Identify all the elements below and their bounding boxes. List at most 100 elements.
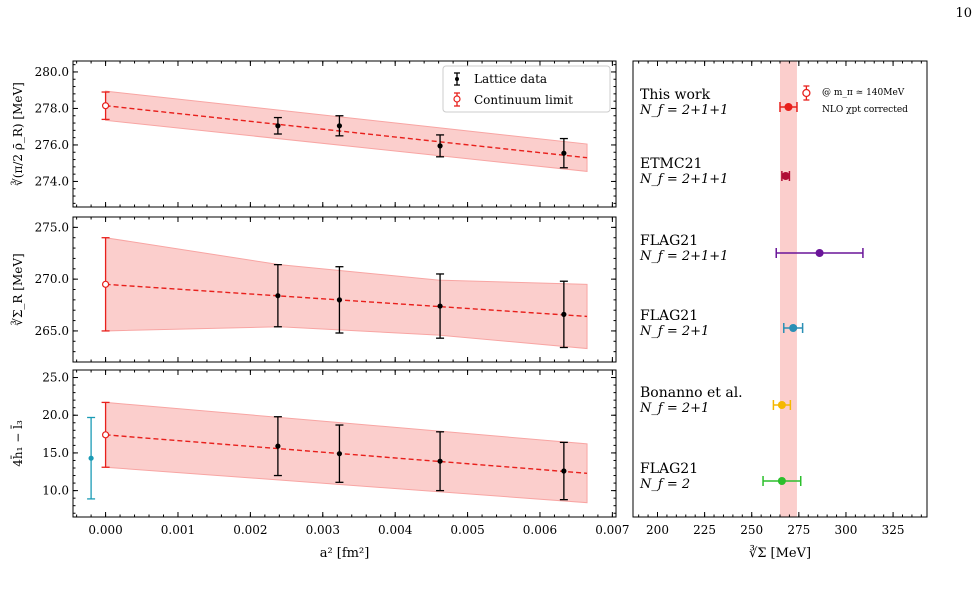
data-point <box>784 103 793 111</box>
lattice-point <box>436 431 445 492</box>
entry-nf: N_f = 2+1 <box>639 324 709 339</box>
data-point <box>101 102 110 110</box>
y-tick-label: 265.0 <box>35 324 69 338</box>
data-point <box>437 458 443 464</box>
data-point <box>789 324 798 332</box>
left-panels: 280.0 278.0 276.0 274.0 ∛(π/2 ρ̄_R) [MeV] Lat… <box>9 60 630 561</box>
data-point <box>561 150 567 156</box>
lattice-point <box>335 266 344 334</box>
lattice-point <box>559 137 568 169</box>
x-tick-label: 0.006 <box>523 523 557 537</box>
data-point <box>815 249 824 257</box>
entry-row: Bonanno et al.N_f = 2+1 <box>639 385 792 416</box>
data-point <box>437 143 443 149</box>
x-axis-label: ∛Σ [MeV] <box>749 545 811 561</box>
entry-nf: N_f = 2+1 <box>639 401 709 416</box>
lattice-point <box>273 116 282 135</box>
x-tick-label: 200 <box>646 523 669 537</box>
y-tick-label: 278.0 <box>35 101 69 115</box>
result-band <box>780 61 797 517</box>
lattice-point <box>273 263 282 328</box>
data-point <box>275 443 281 449</box>
x-tick-label: 0.001 <box>161 523 195 537</box>
entry-nf: N_f = 2+1+1 <box>639 103 728 118</box>
continuum-point <box>101 401 110 468</box>
legend-label: Continuum limit <box>474 93 573 107</box>
axes-frame <box>72 60 617 208</box>
y-tick-label: 276.0 <box>35 138 69 152</box>
axes-frame <box>72 369 617 518</box>
legend: Lattice data Continuum limit <box>442 65 611 113</box>
x-tick-label: 0.007 <box>595 523 629 537</box>
lattice-point <box>436 273 445 339</box>
data-point <box>561 311 567 317</box>
x-tick-label: 0.003 <box>306 523 340 537</box>
data-point <box>88 455 94 461</box>
data-point <box>101 280 110 288</box>
page-number: 10 <box>955 6 972 21</box>
x-tick-label: 0.002 <box>233 523 267 537</box>
error-band <box>105 401 588 504</box>
data-point <box>781 172 790 180</box>
y-tick-label: 10.0 <box>42 484 69 498</box>
legend-marker <box>455 77 459 81</box>
x-tick-label: 225 <box>693 523 716 537</box>
y-tick-label: 15.0 <box>42 446 69 460</box>
data-point <box>275 293 281 299</box>
lattice-point <box>559 441 568 501</box>
entry-nf: N_f = 2+1+1 <box>639 249 728 264</box>
y-tick-label: 20.0 <box>42 408 69 422</box>
data-point <box>101 431 110 439</box>
y-tick-label: 25.0 <box>42 371 69 385</box>
x-tick-label: 325 <box>882 523 905 537</box>
data-point <box>561 468 567 474</box>
y-axis-label: 4h̄₁ − l̄₃ <box>9 420 25 467</box>
continuum-point <box>101 237 110 332</box>
legend-label: Lattice data <box>474 72 547 86</box>
y-tick-label: 270.0 <box>35 272 69 286</box>
entry-name: FLAG21 <box>640 461 698 477</box>
fit-line <box>105 105 588 159</box>
x-tick-label: 275 <box>787 523 810 537</box>
data-point <box>336 123 343 129</box>
lattice-point <box>335 115 344 137</box>
error-band <box>105 237 588 350</box>
entry-nf: N_f = 2 <box>639 477 690 492</box>
reference-point <box>87 416 96 500</box>
panel-top: 280.0 278.0 276.0 274.0 ∛(π/2 ρ̄_R) [MeV] Lat… <box>10 60 617 208</box>
lattice-point <box>436 134 445 158</box>
x-tick-label: 300 <box>835 523 858 537</box>
x-tick-label: 250 <box>740 523 763 537</box>
continuum-point <box>101 91 110 121</box>
annotation-text: NLO χpt corrected <box>822 105 908 115</box>
entry-name: This work <box>640 87 711 103</box>
x-tick-label: 0.004 <box>378 523 413 537</box>
x-axis-label: a² [fm²] <box>320 546 370 561</box>
lattice-point <box>335 424 344 483</box>
entry-name: Bonanno et al. <box>640 385 743 401</box>
entry-name: ETMC21 <box>640 156 702 172</box>
lattice-point <box>273 416 282 477</box>
y-axis-label: ∛(π/2 ρ̄_R) [MeV] <box>10 82 25 186</box>
entry-nf: N_f = 2+1+1 <box>639 172 728 187</box>
x-tick-label: 0.000 <box>88 523 122 537</box>
data-point <box>777 477 786 485</box>
data-point <box>336 451 343 457</box>
y-axis-label: ∛Σ_R [MeV] <box>10 253 25 325</box>
annotation-text: @ m_π ≃ 140MeV <box>822 88 905 98</box>
lattice-point <box>559 280 568 349</box>
data-point <box>275 123 281 129</box>
panel-bottom: 25.0 20.0 15.0 10.0 0.000 0.001 0.002 0.003 0.00… <box>9 369 630 561</box>
y-tick-label: 280.0 <box>35 65 69 79</box>
legend-box <box>442 65 611 113</box>
legend-marker <box>453 95 461 103</box>
open-point <box>802 88 811 98</box>
data-point <box>336 297 343 303</box>
